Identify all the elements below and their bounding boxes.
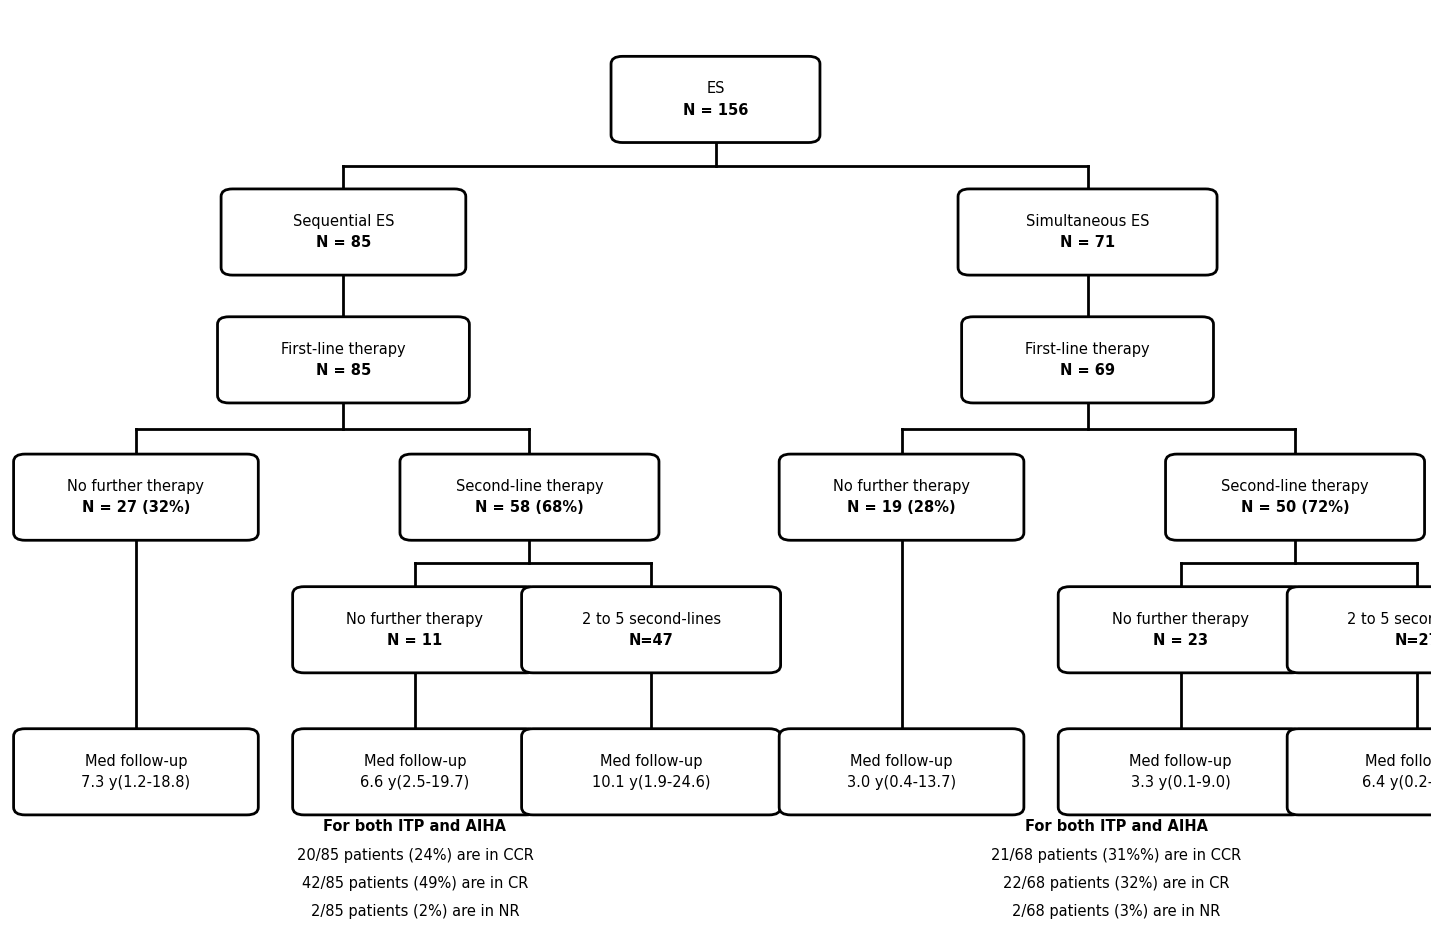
Text: N = 27 (32%): N = 27 (32%) (82, 500, 190, 515)
Text: N = 85: N = 85 (316, 363, 371, 378)
Text: 2 to 5 second-lines: 2 to 5 second-lines (1347, 612, 1431, 627)
FancyBboxPatch shape (14, 729, 258, 814)
FancyBboxPatch shape (399, 455, 658, 540)
Text: 6.4 y(0.2-28.8): 6.4 y(0.2-28.8) (1362, 775, 1431, 790)
Text: No further therapy: No further therapy (67, 479, 205, 494)
Text: For both ITP and AIHA: For both ITP and AIHA (1025, 819, 1208, 834)
FancyBboxPatch shape (220, 189, 465, 275)
Text: 22/68 patients (32%) are in CR: 22/68 patients (32%) are in CR (1003, 876, 1229, 891)
Text: N = 23: N = 23 (1153, 633, 1208, 648)
FancyBboxPatch shape (521, 729, 781, 814)
Text: N = 69: N = 69 (1060, 363, 1115, 378)
Text: 42/85 patients (49%) are in CR: 42/85 patients (49%) are in CR (302, 876, 528, 891)
Text: Simultaneous ES: Simultaneous ES (1026, 214, 1149, 229)
Text: N = 19 (28%): N = 19 (28%) (847, 500, 956, 515)
Text: 10.1 y(1.9-24.6): 10.1 y(1.9-24.6) (592, 775, 710, 790)
Text: No further therapy: No further therapy (833, 479, 970, 494)
Text: 21/68 patients (31%%) are in CCR: 21/68 patients (31%%) are in CCR (992, 848, 1241, 863)
FancyBboxPatch shape (218, 316, 469, 403)
FancyBboxPatch shape (1286, 729, 1431, 814)
Text: Second-line therapy: Second-line therapy (455, 479, 604, 494)
Text: 20/85 patients (24%) are in CCR: 20/85 patients (24%) are in CCR (296, 848, 534, 863)
FancyBboxPatch shape (962, 316, 1213, 403)
Text: Second-line therapy: Second-line therapy (1221, 479, 1369, 494)
Text: Med follow-up: Med follow-up (84, 754, 187, 769)
Text: Med follow-up: Med follow-up (600, 754, 703, 769)
Text: 2/68 patients (3%) are in NR: 2/68 patients (3%) are in NR (1012, 904, 1221, 920)
Text: N = 156: N = 156 (683, 102, 748, 117)
FancyBboxPatch shape (1286, 586, 1431, 672)
Text: N=47: N=47 (628, 633, 674, 648)
FancyBboxPatch shape (778, 729, 1023, 814)
FancyBboxPatch shape (1058, 729, 1302, 814)
Text: Med follow-up: Med follow-up (1129, 754, 1232, 769)
FancyBboxPatch shape (521, 586, 781, 672)
Text: First-line therapy: First-line therapy (280, 342, 406, 357)
FancyBboxPatch shape (292, 586, 537, 672)
Text: No further therapy: No further therapy (1112, 612, 1249, 627)
Text: N = 58 (68%): N = 58 (68%) (475, 500, 584, 515)
FancyBboxPatch shape (292, 729, 537, 814)
Text: 3.0 y(0.4-13.7): 3.0 y(0.4-13.7) (847, 775, 956, 790)
Text: 3.3 y(0.1-9.0): 3.3 y(0.1-9.0) (1130, 775, 1231, 790)
Text: 7.3 y(1.2-18.8): 7.3 y(1.2-18.8) (82, 775, 190, 790)
Text: Sequential ES: Sequential ES (293, 214, 394, 229)
Text: No further therapy: No further therapy (346, 612, 484, 627)
Text: N = 50 (72%): N = 50 (72%) (1241, 500, 1349, 515)
Text: N = 71: N = 71 (1060, 235, 1115, 250)
Text: 2/85 patients (2%) are in NR: 2/85 patients (2%) are in NR (311, 904, 519, 920)
Text: For both ITP and AIHA: For both ITP and AIHA (323, 819, 507, 834)
FancyBboxPatch shape (1165, 455, 1424, 540)
FancyBboxPatch shape (611, 56, 820, 142)
Text: N = 85: N = 85 (316, 235, 371, 250)
FancyBboxPatch shape (14, 455, 258, 540)
Text: First-line therapy: First-line therapy (1025, 342, 1151, 357)
FancyBboxPatch shape (778, 455, 1023, 540)
FancyBboxPatch shape (1058, 586, 1302, 672)
Text: Med follow-up: Med follow-up (363, 754, 467, 769)
Text: N=27: N=27 (1394, 633, 1431, 648)
Text: Med follow-up: Med follow-up (850, 754, 953, 769)
Text: ES: ES (707, 81, 724, 97)
FancyBboxPatch shape (959, 189, 1216, 275)
Text: Med follow-up: Med follow-up (1365, 754, 1431, 769)
Text: 6.6 y(2.5-19.7): 6.6 y(2.5-19.7) (361, 775, 469, 790)
Text: 2 to 5 second-lines: 2 to 5 second-lines (581, 612, 721, 627)
Text: N = 11: N = 11 (388, 633, 442, 648)
